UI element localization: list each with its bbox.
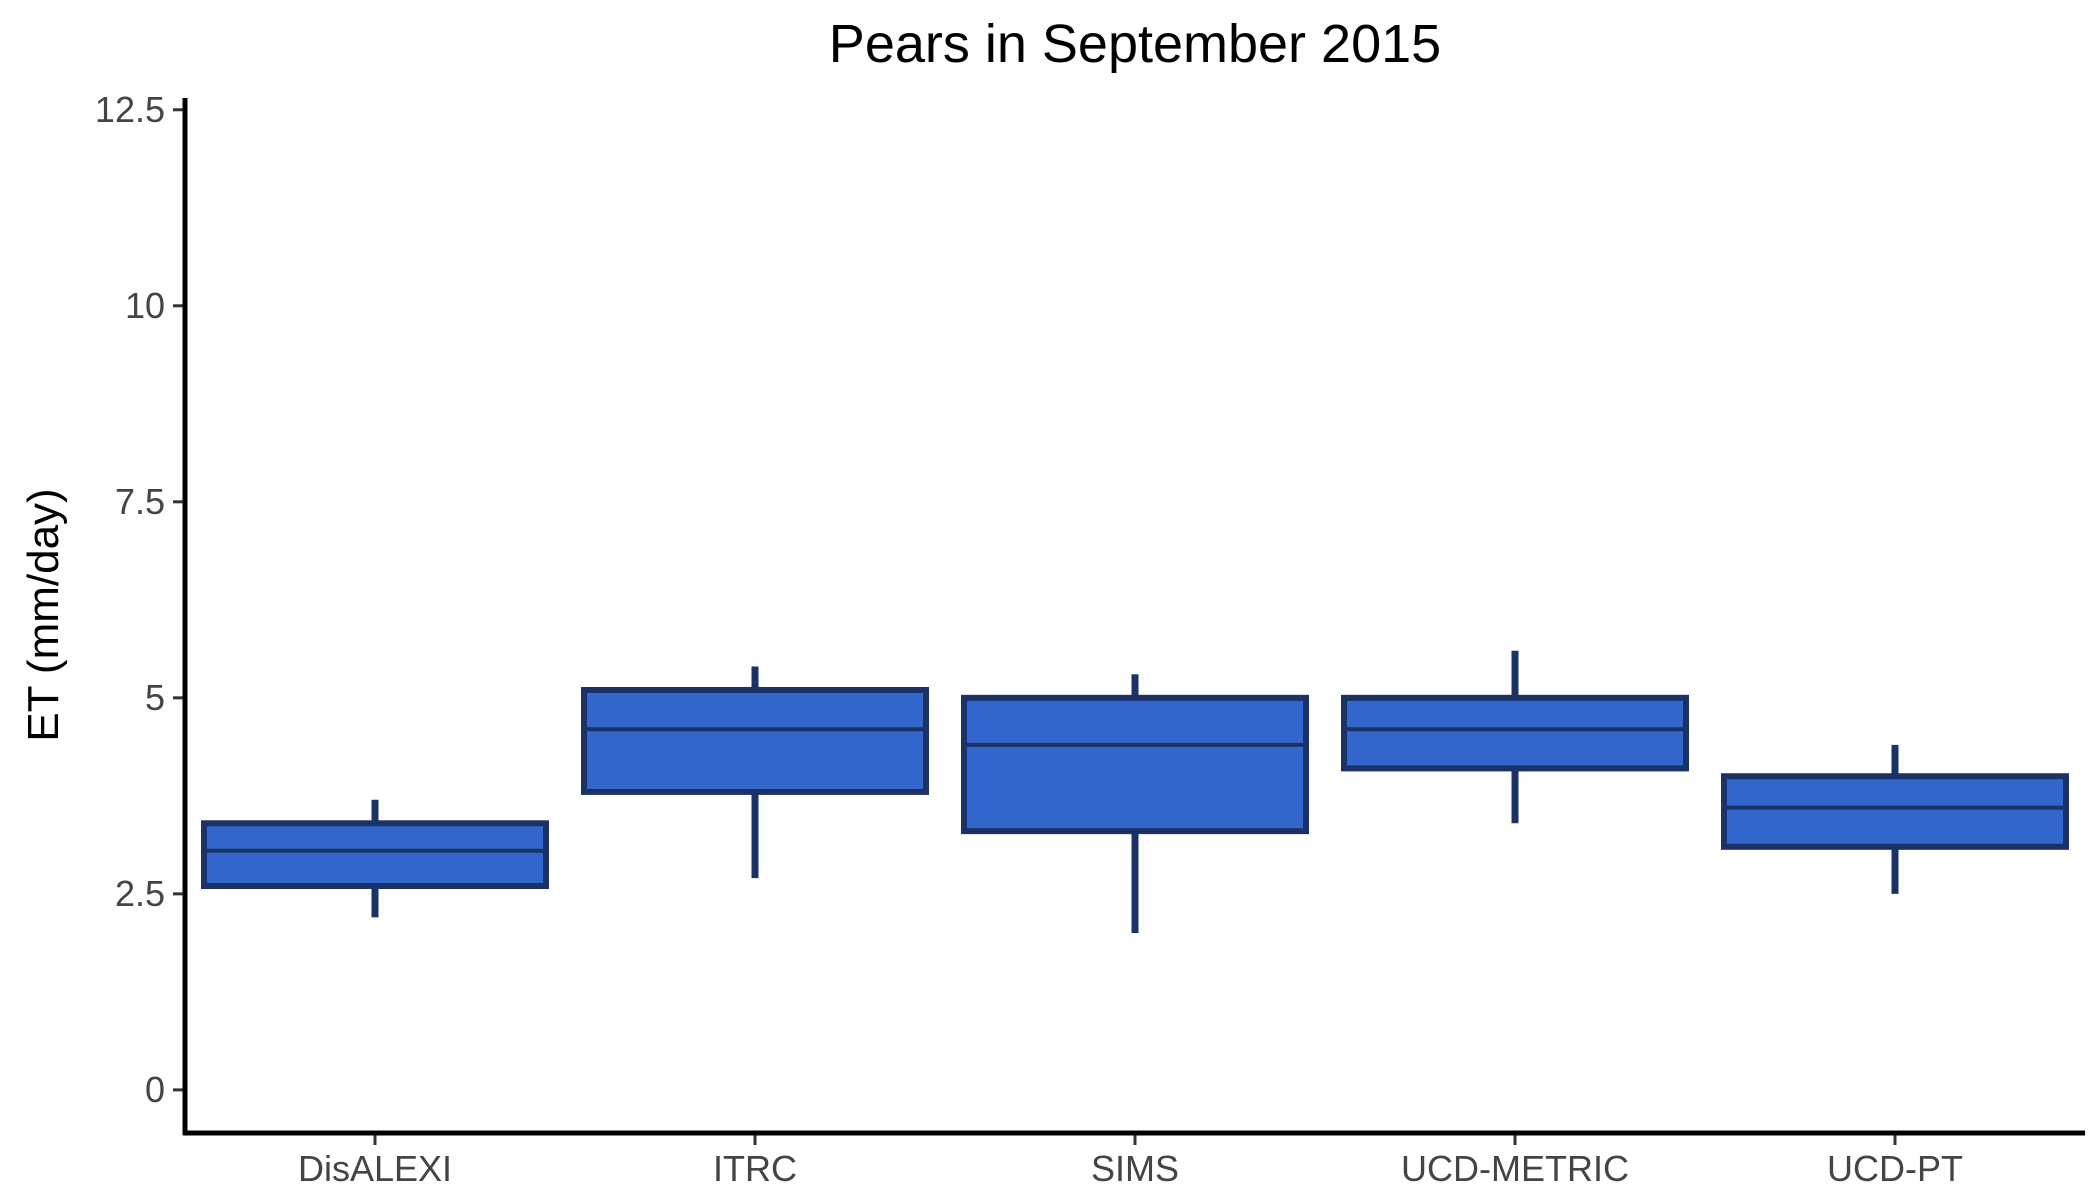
y-tick-label: 2.5 bbox=[115, 873, 165, 914]
box-disalexi bbox=[201, 799, 549, 918]
chart-title: Pears in September 2015 bbox=[829, 14, 1441, 74]
box-body bbox=[201, 820, 549, 890]
x-axis-ticks: DisALEXI ITRC SIMS UCD-METRIC UCD-PT bbox=[298, 1133, 1963, 1189]
y-tick-label: 5 bbox=[145, 677, 165, 718]
y-tick-label: 12.5 bbox=[95, 89, 165, 130]
box-ucd-pt bbox=[1721, 744, 2069, 894]
x-tick-label: UCD-METRIC bbox=[1401, 1148, 1629, 1189]
box-ucd-metric bbox=[1341, 650, 1689, 824]
x-tick-label: DisALEXI bbox=[298, 1148, 452, 1189]
box-body bbox=[961, 694, 1309, 835]
y-axis-ticks: 0 2.5 5 7.5 10 12.5 bbox=[95, 89, 185, 1110]
y-tick-label: 10 bbox=[125, 285, 165, 326]
box-body bbox=[1341, 694, 1689, 772]
y-tick-label: 0 bbox=[145, 1069, 165, 1110]
x-tick-label: ITRC bbox=[713, 1148, 797, 1189]
y-axis-title: ET (mm/day) bbox=[19, 488, 68, 741]
box-itrc bbox=[581, 666, 929, 879]
x-tick-label: UCD-PT bbox=[1827, 1148, 1963, 1189]
box-body bbox=[581, 686, 929, 795]
x-tick-label: SIMS bbox=[1091, 1148, 1179, 1189]
box-sims bbox=[961, 674, 1309, 934]
y-tick-label: 7.5 bbox=[115, 481, 165, 522]
box-body bbox=[1721, 773, 2069, 850]
box-series bbox=[201, 650, 2069, 934]
